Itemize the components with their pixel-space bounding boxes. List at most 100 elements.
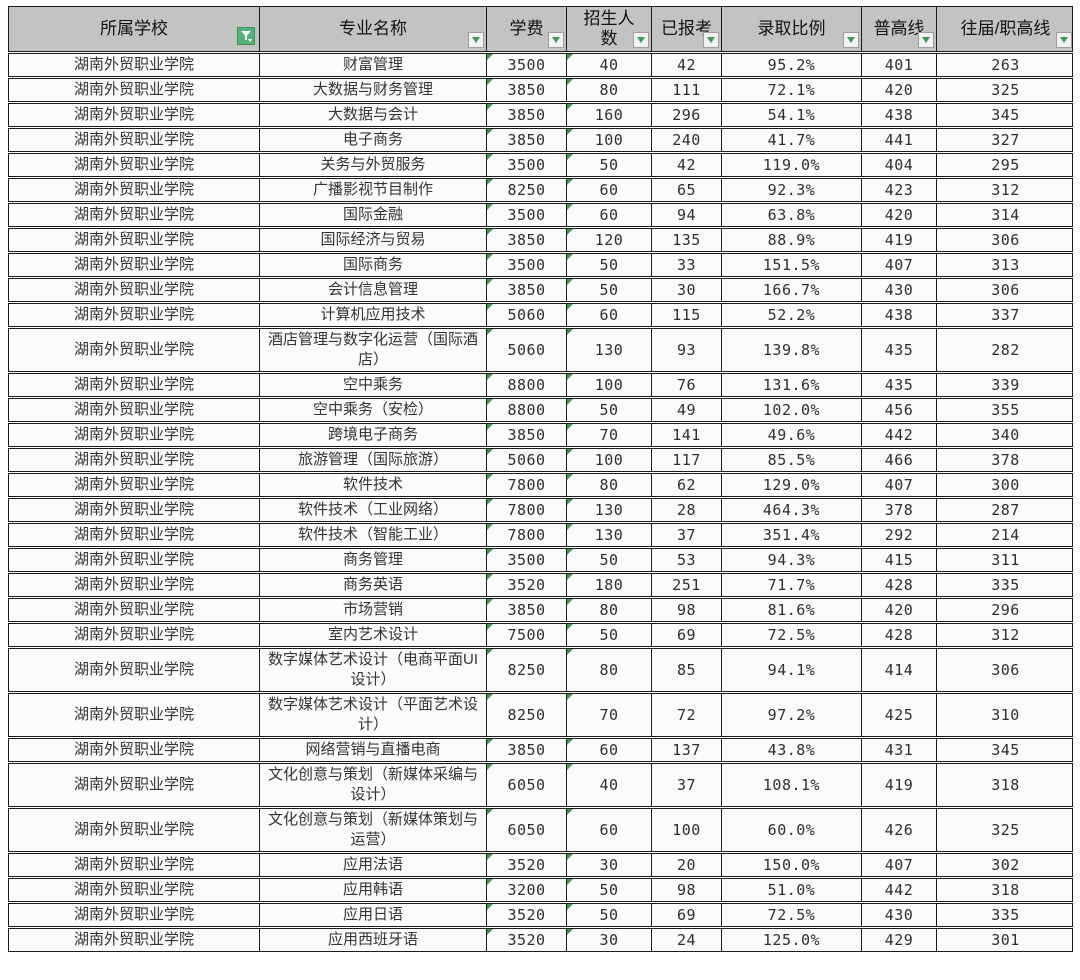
cell-major[interactable]: 软件技术（智能工业） <box>259 524 486 546</box>
cell-ratio[interactable]: 85.5% <box>721 449 861 471</box>
cell-vocational-line[interactable]: 325 <box>936 809 1074 851</box>
cell-school[interactable]: 湖南外贸职业学院 <box>73 821 194 838</box>
cell-vocational-line[interactable]: 312 <box>936 179 1074 201</box>
cell-ratio[interactable]: 72.1% <box>721 79 861 101</box>
cell-ratio[interactable]: 351.4% <box>721 524 861 546</box>
cell-regular-line[interactable]: 429 <box>861 929 936 951</box>
cell-applied[interactable]: 37 <box>651 764 721 806</box>
cell-vocational-line[interactable]: 378 <box>936 449 1074 471</box>
cell-ratio[interactable]: 52.2% <box>721 304 861 326</box>
cell-applied[interactable]: 37 <box>651 524 721 546</box>
cell-applied[interactable]: 111 <box>651 79 721 101</box>
cell-school[interactable]: 湖南外贸职业学院 <box>73 776 194 793</box>
cell-quota[interactable]: 40 <box>566 54 651 76</box>
cell-school[interactable]: 湖南外贸职业学院 <box>73 131 194 148</box>
cell-major[interactable]: 应用法语 <box>259 854 486 876</box>
cell-regular-line[interactable]: 419 <box>861 764 936 806</box>
cell-tuition[interactable]: 7800 <box>486 524 566 546</box>
cell-quota[interactable]: 40 <box>566 764 651 806</box>
cell-major[interactable]: 财富管理 <box>259 54 486 76</box>
cell-school[interactable]: 湖南外贸职业学院 <box>73 906 194 923</box>
cell-quota[interactable]: 50 <box>566 279 651 301</box>
cell-tuition[interactable]: 3850 <box>486 424 566 446</box>
cell-regular-line[interactable]: 378 <box>861 499 936 521</box>
cell-major[interactable]: 应用日语 <box>259 904 486 926</box>
cell-vocational-line[interactable]: 314 <box>936 204 1074 226</box>
cell-major[interactable]: 国际商务 <box>259 254 486 276</box>
cell-ratio[interactable]: 150.0% <box>721 854 861 876</box>
cell-applied[interactable]: 85 <box>651 649 721 691</box>
cell-applied[interactable]: 94 <box>651 204 721 226</box>
cell-tuition[interactable]: 3850 <box>486 129 566 151</box>
cell-tuition[interactable]: 3520 <box>486 904 566 926</box>
cell-tuition[interactable]: 5060 <box>486 304 566 326</box>
cell-school[interactable]: 湖南外贸职业学院 <box>73 576 194 593</box>
cell-tuition[interactable]: 8250 <box>486 179 566 201</box>
cell-regular-line[interactable]: 419 <box>861 229 936 251</box>
cell-major[interactable]: 应用西班牙语 <box>259 929 486 951</box>
filter-button[interactable] <box>703 32 719 48</box>
cell-quota[interactable]: 60 <box>566 179 651 201</box>
cell-school[interactable]: 湖南外贸职业学院 <box>73 376 194 393</box>
cell-major[interactable]: 大数据与财务管理 <box>259 79 486 101</box>
cell-major[interactable]: 软件技术 <box>259 474 486 496</box>
cell-quota[interactable]: 160 <box>566 104 651 126</box>
cell-ratio[interactable]: 464.3% <box>721 499 861 521</box>
cell-tuition[interactable]: 3850 <box>486 229 566 251</box>
cell-school[interactable]: 湖南外贸职业学院 <box>73 341 194 358</box>
cell-applied[interactable]: 42 <box>651 54 721 76</box>
cell-regular-line[interactable]: 407 <box>861 254 936 276</box>
cell-regular-line[interactable]: 425 <box>861 694 936 736</box>
cell-tuition[interactable]: 8800 <box>486 374 566 396</box>
cell-regular-line[interactable]: 428 <box>861 574 936 596</box>
cell-vocational-line[interactable]: 282 <box>936 329 1074 371</box>
cell-regular-line[interactable]: 441 <box>861 129 936 151</box>
cell-quota[interactable]: 30 <box>566 854 651 876</box>
cell-tuition[interactable]: 5060 <box>486 449 566 471</box>
cell-regular-line[interactable]: 428 <box>861 624 936 646</box>
cell-quota[interactable]: 100 <box>566 374 651 396</box>
cell-school[interactable]: 湖南外贸职业学院 <box>73 281 194 298</box>
cell-quota[interactable]: 50 <box>566 549 651 571</box>
cell-quota[interactable]: 60 <box>566 304 651 326</box>
cell-applied[interactable]: 98 <box>651 879 721 901</box>
cell-tuition[interactable]: 3850 <box>486 104 566 126</box>
cell-ratio[interactable]: 60.0% <box>721 809 861 851</box>
cell-applied[interactable]: 72 <box>651 694 721 736</box>
cell-regular-line[interactable]: 407 <box>861 854 936 876</box>
cell-vocational-line[interactable]: 327 <box>936 129 1074 151</box>
cell-applied[interactable]: 296 <box>651 104 721 126</box>
cell-applied[interactable]: 30 <box>651 279 721 301</box>
cell-school[interactable]: 湖南外贸职业学院 <box>73 741 194 758</box>
cell-quota[interactable]: 50 <box>566 254 651 276</box>
cell-regular-line[interactable]: 401 <box>861 54 936 76</box>
cell-quota[interactable]: 80 <box>566 79 651 101</box>
cell-tuition[interactable]: 3500 <box>486 549 566 571</box>
cell-ratio[interactable]: 151.5% <box>721 254 861 276</box>
cell-quota[interactable]: 80 <box>566 599 651 621</box>
cell-applied[interactable]: 20 <box>651 854 721 876</box>
cell-vocational-line[interactable]: 355 <box>936 399 1074 421</box>
cell-applied[interactable]: 117 <box>651 449 721 471</box>
cell-tuition[interactable]: 3500 <box>486 204 566 226</box>
cell-vocational-line[interactable]: 313 <box>936 254 1074 276</box>
cell-ratio[interactable]: 94.1% <box>721 649 861 691</box>
cell-applied[interactable]: 76 <box>651 374 721 396</box>
cell-tuition[interactable]: 3200 <box>486 879 566 901</box>
cell-regular-line[interactable]: 292 <box>861 524 936 546</box>
cell-regular-line[interactable]: 442 <box>861 424 936 446</box>
cell-tuition[interactable]: 3520 <box>486 574 566 596</box>
cell-regular-line[interactable]: 435 <box>861 374 936 396</box>
cell-vocational-line[interactable]: 302 <box>936 854 1074 876</box>
cell-school[interactable]: 湖南外贸职业学院 <box>73 476 194 493</box>
cell-tuition[interactable]: 3520 <box>486 929 566 951</box>
cell-vocational-line[interactable]: 310 <box>936 694 1074 736</box>
cell-major[interactable]: 文化创意与策划（新媒体采编与设计） <box>259 764 486 806</box>
cell-quota[interactable]: 80 <box>566 474 651 496</box>
cell-quota[interactable]: 30 <box>566 929 651 951</box>
cell-applied[interactable]: 240 <box>651 129 721 151</box>
cell-vocational-line[interactable]: 337 <box>936 304 1074 326</box>
cell-school[interactable]: 湖南外贸职业学院 <box>73 551 194 568</box>
cell-quota[interactable]: 100 <box>566 129 651 151</box>
cell-ratio[interactable]: 51.0% <box>721 879 861 901</box>
